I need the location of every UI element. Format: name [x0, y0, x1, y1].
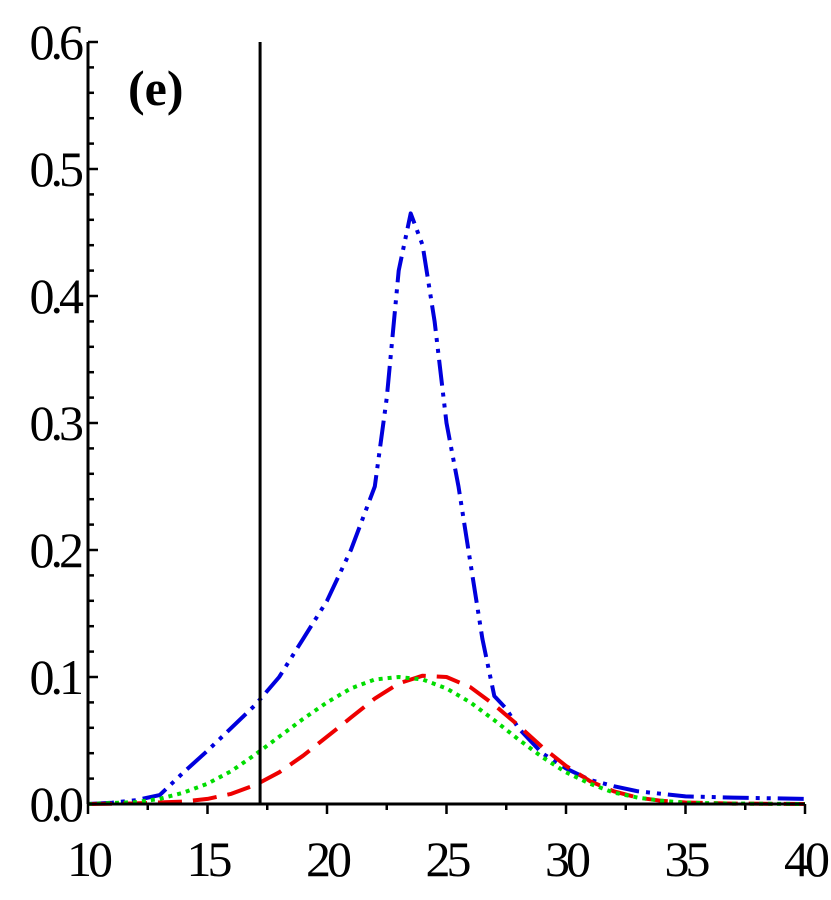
x-tick-label: 25	[426, 831, 471, 887]
y-tick-label: 0.6	[30, 14, 84, 70]
series-layer	[87, 211, 806, 806]
x-tick-label: 30	[545, 831, 590, 887]
y-tick-label: 0.1	[30, 649, 82, 705]
y-tick-label: 0.5	[30, 141, 84, 197]
panel-label: (e)	[128, 60, 184, 116]
x-tick-label: 10	[67, 831, 112, 887]
series-line-3	[87, 675, 806, 806]
series-line-1	[87, 211, 806, 806]
x-tick-label: 15	[187, 831, 232, 887]
x-tick-label: 20	[306, 831, 351, 887]
x-tick-label: 35	[665, 831, 710, 887]
y-tick-label: 0.2	[30, 522, 83, 578]
x-tick-label: 40	[784, 831, 829, 887]
y-tick-label: 0.0	[30, 776, 84, 832]
y-tick-label: 0.3	[30, 395, 84, 451]
y-tick-label: 0.4	[30, 268, 85, 324]
ticks-layer: 10 15 20 25 30 35 40 0.0 0.1 0.2 0.3 0.4 0.5 0.6	[30, 14, 831, 887]
series-line-2	[87, 673, 806, 806]
